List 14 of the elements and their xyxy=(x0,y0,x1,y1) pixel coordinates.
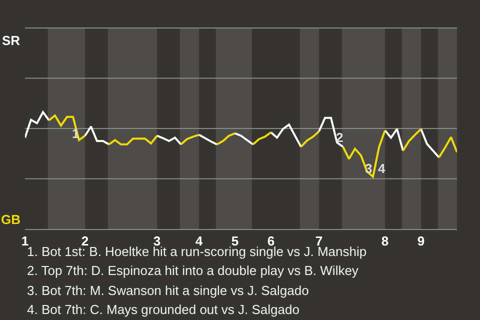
annotation: 2 xyxy=(336,130,344,145)
x-tick-label: 5 xyxy=(231,234,239,249)
text: 3. Bot 7th: M. Swanson hit a single vs J. Salgado xyxy=(27,283,309,298)
text: 2. Top 7th: D. Espinoza hit into a double play vs B. Wilkey xyxy=(27,263,359,278)
x-tick-label: 6 xyxy=(267,234,275,249)
text: 4. Bot 7th: C. Mays grounded out vs J. Salgado xyxy=(27,302,300,317)
x-tick-label: 9 xyxy=(417,234,425,249)
x-tick-label: 4 xyxy=(195,234,204,249)
annotation: 4 xyxy=(378,161,386,176)
text: GB xyxy=(1,212,20,227)
x-tick-label: 8 xyxy=(381,234,389,249)
x-tick-label: 1 xyxy=(21,234,29,249)
text: SR xyxy=(2,33,21,48)
x-tick-label: 2 xyxy=(81,234,89,249)
